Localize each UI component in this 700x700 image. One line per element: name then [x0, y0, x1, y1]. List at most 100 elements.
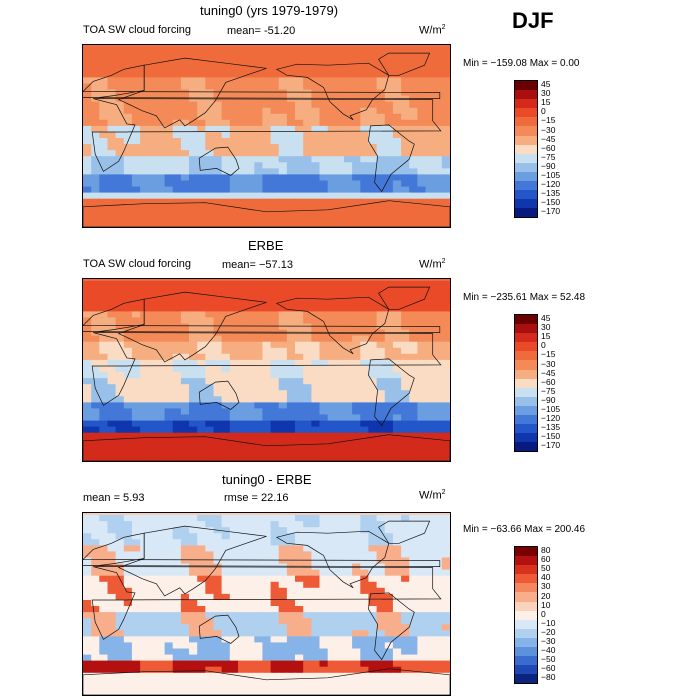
- colorbar-tick-label: 80: [541, 545, 551, 555]
- colorbar-cell: [515, 565, 537, 575]
- colorbar-tick-label: 30: [541, 322, 551, 333]
- colorbar-tick-label: −150: [541, 197, 561, 208]
- colorbar-cell: [515, 601, 537, 611]
- colorbar-tick-label: −80: [541, 672, 556, 683]
- colorbar-tick-label: −40: [541, 645, 556, 656]
- colorbar-tick-label: −60: [541, 376, 556, 387]
- colorbar-cell: [515, 405, 537, 416]
- colorbar-tick-label: 30: [541, 88, 551, 99]
- panel3-rmse: rmse = 22.16: [224, 492, 289, 504]
- colorbar-cell: [515, 415, 537, 425]
- colorbar-cell: [515, 181, 537, 191]
- panel3-minmax: Min = −63.66 Max = 200.46: [463, 524, 586, 535]
- colorbar-tick-label: −170: [541, 206, 561, 217]
- colorbar-tick-label: −90: [541, 394, 556, 405]
- colorbar-cell: [515, 126, 537, 136]
- panel3-mean: mean = 5.93: [83, 492, 145, 504]
- colorbar-tick-label: 45: [541, 79, 551, 89]
- colorbar-cell: [515, 674, 537, 684]
- panel3-title: tuning0 - ERBE: [222, 472, 312, 487]
- colorbar-tick-label: −120: [541, 413, 561, 424]
- panel1-units: W/m2: [419, 24, 446, 37]
- season-label: DJF: [512, 8, 554, 33]
- colorbar-tick-label: −75: [541, 151, 556, 162]
- colorbar-tick-label: −45: [541, 367, 556, 378]
- colorbar-tick-label: −30: [541, 124, 556, 135]
- colorbar-cell: [515, 610, 537, 620]
- colorbar-tick-label: −15: [541, 115, 556, 126]
- map-field: [83, 513, 450, 695]
- colorbar-cell: [515, 647, 537, 657]
- colorbar-tick-label: −105: [541, 404, 561, 414]
- colorbar-cell: [515, 628, 537, 638]
- colorbar-tick-label: 15: [541, 331, 551, 342]
- colorbar-cell: [515, 592, 537, 602]
- colorbar-cell: [515, 108, 537, 118]
- colorbar-cell: [515, 378, 537, 388]
- colorbar-cell: [515, 117, 537, 127]
- panel1-colorbar: [514, 80, 538, 219]
- colorbar-tick-label: 10: [541, 599, 551, 610]
- colorbar-tick-label: −30: [541, 358, 556, 369]
- colorbar-cell: [515, 547, 537, 557]
- panel1-map: [82, 44, 451, 228]
- colorbar-tick-label: −75: [541, 385, 556, 396]
- colorbar-cell: [515, 665, 537, 675]
- panel1-mean: mean= -51.20: [227, 25, 296, 37]
- colorbar-tick-label: 0: [541, 340, 546, 351]
- colorbar-tick-label: −60: [541, 142, 556, 153]
- panel2-colorbar: [514, 314, 538, 453]
- colorbar-cell: [515, 99, 537, 109]
- panel2-minmax: Min = −235.61 Max = 52.48: [463, 292, 586, 303]
- panel2-units: W/m2: [419, 258, 446, 271]
- colorbar-cell: [515, 81, 537, 91]
- colorbar-cell: [515, 324, 537, 334]
- panel2-map: [82, 278, 451, 462]
- colorbar-tick-label: 50: [541, 563, 551, 574]
- colorbar-cell: [515, 171, 537, 182]
- colorbar-cell: [515, 360, 537, 370]
- colorbar-tick-label: −10: [541, 617, 556, 628]
- colorbar-tick-label: 30: [541, 581, 551, 592]
- colorbar-tick-label: −90: [541, 160, 556, 171]
- colorbar-cell: [515, 199, 537, 209]
- colorbar-cell: [515, 387, 537, 397]
- colorbar-cell: [515, 656, 537, 666]
- colorbar-cell: [515, 153, 537, 163]
- colorbar-tick-label: 40: [541, 572, 551, 583]
- colorbar-cell: [515, 135, 537, 145]
- colorbar-cell: [515, 333, 537, 343]
- panel2-title: ERBE: [248, 238, 284, 253]
- colorbar-tick-label: 15: [541, 97, 551, 108]
- colorbar-tick-label: −105: [541, 170, 561, 180]
- colorbar-tick-label: −60: [541, 663, 556, 674]
- colorbar-tick-label: −45: [541, 133, 556, 144]
- colorbar-cell: [515, 190, 537, 200]
- colorbar-tick-label: −30: [541, 636, 556, 646]
- colorbar-tick-label: 0: [541, 106, 546, 117]
- colorbar-cell: [515, 396, 537, 406]
- colorbar-cell: [515, 424, 537, 434]
- colorbar-tick-label: 45: [541, 313, 551, 323]
- panel3-units: W/m2: [419, 489, 446, 502]
- colorbar-cell: [515, 442, 537, 452]
- colorbar-tick-label: −50: [541, 654, 556, 665]
- map-field: [83, 279, 450, 461]
- colorbar-tick-label: −170: [541, 440, 561, 451]
- colorbar-cell: [515, 583, 537, 593]
- colorbar-tick-label: 20: [541, 590, 551, 601]
- colorbar-cell: [515, 162, 537, 172]
- colorbar-tick-label: −120: [541, 179, 561, 190]
- colorbar-tick-label: −135: [541, 188, 561, 199]
- colorbar-cell: [515, 556, 537, 566]
- panel3-colorbar: [514, 546, 538, 685]
- colorbar-cell: [515, 315, 537, 325]
- panel3-map: [82, 512, 451, 696]
- colorbar-tick-label: −20: [541, 626, 556, 637]
- panel1-variable: TOA SW cloud forcing: [83, 24, 192, 36]
- colorbar-tick-label: −135: [541, 422, 561, 433]
- colorbar-cell: [515, 574, 537, 584]
- colorbar-cell: [515, 342, 537, 352]
- colorbar-cell: [515, 369, 537, 379]
- colorbar-tick-label: −150: [541, 431, 561, 442]
